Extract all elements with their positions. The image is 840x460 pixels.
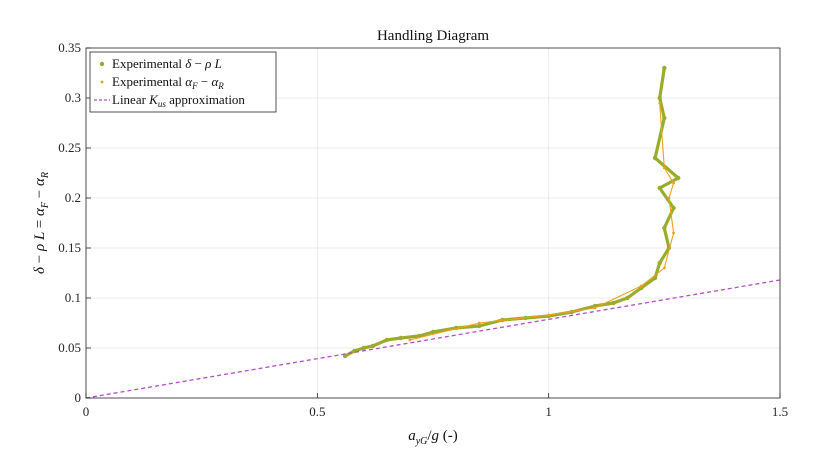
- y-tick-label: 0.3: [65, 90, 81, 105]
- data-point-delta: [662, 225, 667, 231]
- legend-marker-delta: [99, 61, 105, 67]
- data-layer: [85, 65, 781, 399]
- y-tick-label: 0.25: [58, 140, 81, 155]
- series-alpha-f-minus-alpha-r: [408, 101, 675, 342]
- data-point-alpha: [662, 166, 666, 170]
- y-tick-label: 0.15: [58, 240, 81, 255]
- grid-lines: [85, 47, 781, 399]
- data-point-alpha: [593, 306, 597, 310]
- y-tick-label: 0.1: [65, 290, 81, 305]
- legend-box: [89, 51, 277, 113]
- data-point-delta: [657, 260, 662, 266]
- legend-label-linear: Linear Kus approximation: [112, 92, 245, 109]
- legend: Experimental δ − ρ L Experimental αF − α…: [89, 51, 277, 113]
- data-point-delta: [662, 65, 667, 71]
- x-tick-label: 1.5: [772, 404, 788, 419]
- data-point-alpha: [672, 231, 675, 235]
- linear-kus-approximation-line: [85, 279, 781, 399]
- y-tick-label: 0.05: [58, 340, 81, 355]
- data-point-alpha: [662, 266, 666, 270]
- legend-marker-alpha: [100, 80, 104, 84]
- data-point-alpha: [477, 321, 481, 325]
- data-point-delta: [652, 155, 658, 161]
- x-tick-label: 1: [545, 404, 552, 419]
- data-point-delta: [477, 323, 482, 329]
- data-point-delta: [662, 115, 667, 121]
- data-point-delta: [611, 300, 616, 306]
- data-point-alpha: [667, 196, 671, 200]
- data-point-alpha: [658, 101, 662, 105]
- data-point-delta: [430, 329, 436, 335]
- data-point-delta: [625, 295, 630, 301]
- y-tick-label: 0.2: [65, 190, 81, 205]
- data-point-delta: [342, 353, 348, 359]
- axis-ticks: 0 0.5 1 1.5 0 0.05 0.1 0.15 0.2 0.25 0.3 0.35: [58, 40, 788, 419]
- data-point-delta: [370, 343, 376, 349]
- data-point-delta: [652, 275, 658, 281]
- data-point-alpha: [408, 338, 412, 342]
- data-point-alpha: [547, 313, 551, 317]
- chart-title: Handling Diagram: [377, 28, 489, 44]
- y-tick-label: 0: [75, 390, 82, 405]
- data-point-delta: [676, 175, 681, 181]
- data-point-delta: [398, 335, 403, 341]
- x-tick-label: 0: [83, 404, 90, 419]
- plot-frame: [85, 47, 781, 399]
- data-point-delta: [657, 185, 662, 191]
- svg-text:ayG/g (-): ayG/g (-): [408, 428, 458, 447]
- x-tick-label: 0.5: [309, 404, 325, 419]
- data-point-delta: [657, 95, 662, 101]
- data-point-delta: [671, 205, 676, 211]
- data-point-alpha: [639, 284, 643, 288]
- legend-label-delta: Experimental δ − ρ L: [112, 56, 222, 71]
- x-axis-label: ayG/g (-): [408, 428, 458, 447]
- legend-label-alpha: Experimental αF − αR: [112, 74, 224, 91]
- y-tick-label: 0.35: [58, 40, 81, 55]
- svg-text:δ − ρ L = αF − αR: δ − ρ L = αF − αR: [32, 172, 51, 274]
- data-point-delta: [384, 337, 389, 343]
- data-point-delta: [361, 345, 366, 351]
- y-axis-label: δ − ρ L = αF − αR: [32, 172, 51, 274]
- data-point-alpha: [672, 181, 675, 185]
